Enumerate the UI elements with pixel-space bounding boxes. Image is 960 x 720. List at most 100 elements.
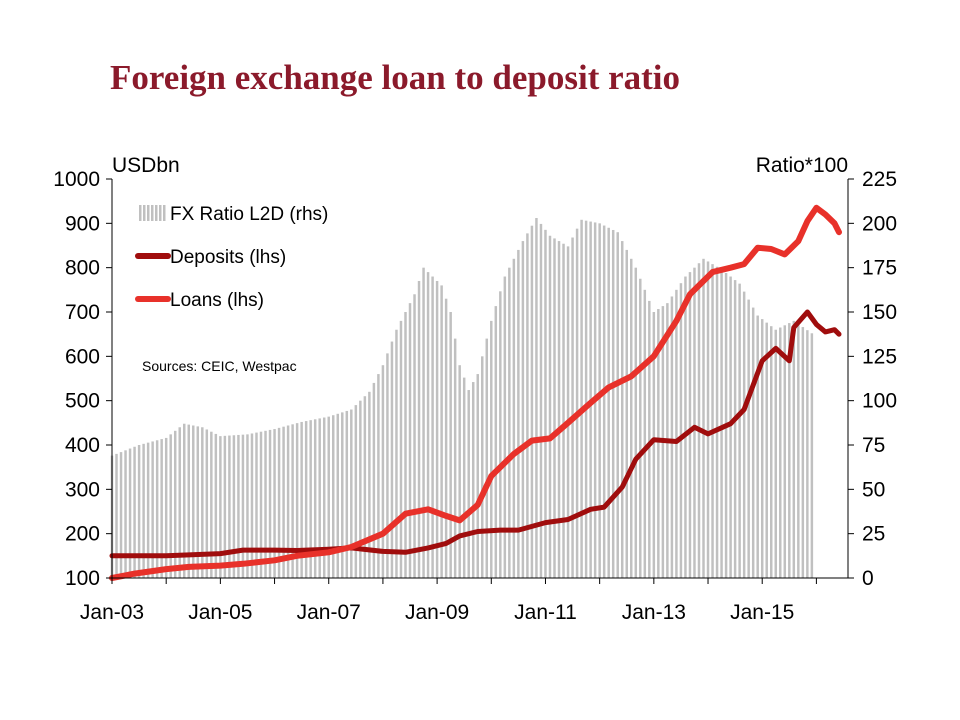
sources-note: Sources: CEIC, Westpac [142,358,297,374]
ratio-bar [363,396,367,578]
left-tick-label: 400 [65,434,100,457]
ratio-bar [747,299,750,578]
right-tick-label: 25 [862,523,885,546]
ratio-bar [688,272,692,578]
ratio-bar [286,425,290,578]
ratio-bar [313,419,317,578]
x-tick-label: Jan-03 [80,601,144,624]
ratio-bar [697,263,701,578]
left-tick-label: 300 [65,478,100,501]
ratio-bar [241,434,245,578]
ratio-bar [553,238,556,578]
ratio-bar [219,436,222,578]
ratio-bar [760,319,764,578]
legend-swatch-bar [163,205,166,221]
ratio-bar [300,421,303,578]
loans-line [109,204,842,581]
ratio-bar [530,225,534,578]
ratio-bar [413,294,416,578]
ratio-bar [381,365,385,578]
ratio-bar [544,229,547,578]
ratio-bar [571,237,574,578]
ratio-bar [210,431,213,578]
x-tick-label: Jan-05 [188,601,252,624]
ratio-bar [580,219,583,579]
ratio-bar [620,241,624,578]
ratio-bar [205,429,209,578]
right-tick-label: 75 [862,434,885,457]
ratio-bar [557,241,561,578]
ratio-bar [611,229,615,579]
ratio-bar [327,416,330,578]
ratio-bar [526,233,529,578]
left-tick-label: 1000 [53,168,100,191]
ratio-bar [155,440,159,578]
ratio-bar [801,327,805,578]
ratio-bar [788,323,791,578]
ratio-bar [792,320,796,578]
ratio-bar [192,425,195,578]
x-tick-label: Jan-15 [730,601,794,624]
ratio-bar [146,442,150,578]
x-tick-label: Jan-13 [622,601,686,624]
ratio-bar [128,448,132,578]
ratio-bar [670,296,674,578]
ratio-bar [237,434,240,578]
ratio-bar [133,446,136,578]
series-lines [109,204,842,581]
ratio-bar [282,426,285,578]
ratio-bar [806,330,809,578]
legend-label: FX Ratio L2D (rhs) [170,204,328,225]
ratio-bar [350,409,353,578]
right-tick-label: 125 [862,345,897,368]
ratio-bar [359,400,362,578]
ratio-bar [521,241,525,578]
left-tick-label: 100 [65,567,100,590]
ratio-bar [255,432,258,578]
left-tick-label: 200 [65,523,100,546]
ratio-bar [453,338,457,578]
legend-label: Deposits (lhs) [170,247,286,268]
legend-swatch-bar [139,205,142,221]
ratio-bar [675,289,678,578]
ratio-bar [223,435,227,578]
right-tick-label: 100 [862,390,897,413]
ratio-bar [115,453,118,578]
ratio-bar [431,276,434,578]
ratio-bar [566,246,570,578]
ratio-bar [598,223,601,578]
ratio-bar [151,441,154,578]
ratio-bar [720,269,723,578]
ratio-bar [336,413,340,578]
ratio-bar [693,267,696,578]
ratio-bar [250,433,254,578]
ratio-bar [539,223,543,579]
ratio-bar [169,434,172,578]
left-tick-label: 800 [65,257,100,280]
ratio-bar [395,329,398,578]
ratio-bar [137,445,141,578]
ratio-bar [616,232,619,578]
ratio-bar [259,431,263,578]
ratio-bar [119,452,123,578]
ratio-bar [228,435,231,578]
ratio-bar [264,430,267,578]
left-tick-label: 900 [65,212,100,235]
ratio-bar [742,291,746,578]
legend: FX Ratio L2D (rhs) Deposits (lhs) Loans (l… [135,204,328,311]
ratio-bar [372,382,376,578]
ratio-bar [584,220,588,579]
legend-swatch-bar [143,205,146,221]
ratio-bar [399,320,403,578]
ratio-bar [485,338,489,578]
ratio-bar [751,307,755,578]
ratio-bar [124,450,127,578]
ratio-bar [643,289,647,578]
ratio-bar [187,424,190,578]
ratio-bars [110,218,814,579]
ratio-bar [214,433,218,578]
ratio-bar [494,306,498,578]
ratio-bar [390,341,394,578]
x-tick-label: Jan-07 [297,601,361,624]
ratio-bar [345,410,349,578]
